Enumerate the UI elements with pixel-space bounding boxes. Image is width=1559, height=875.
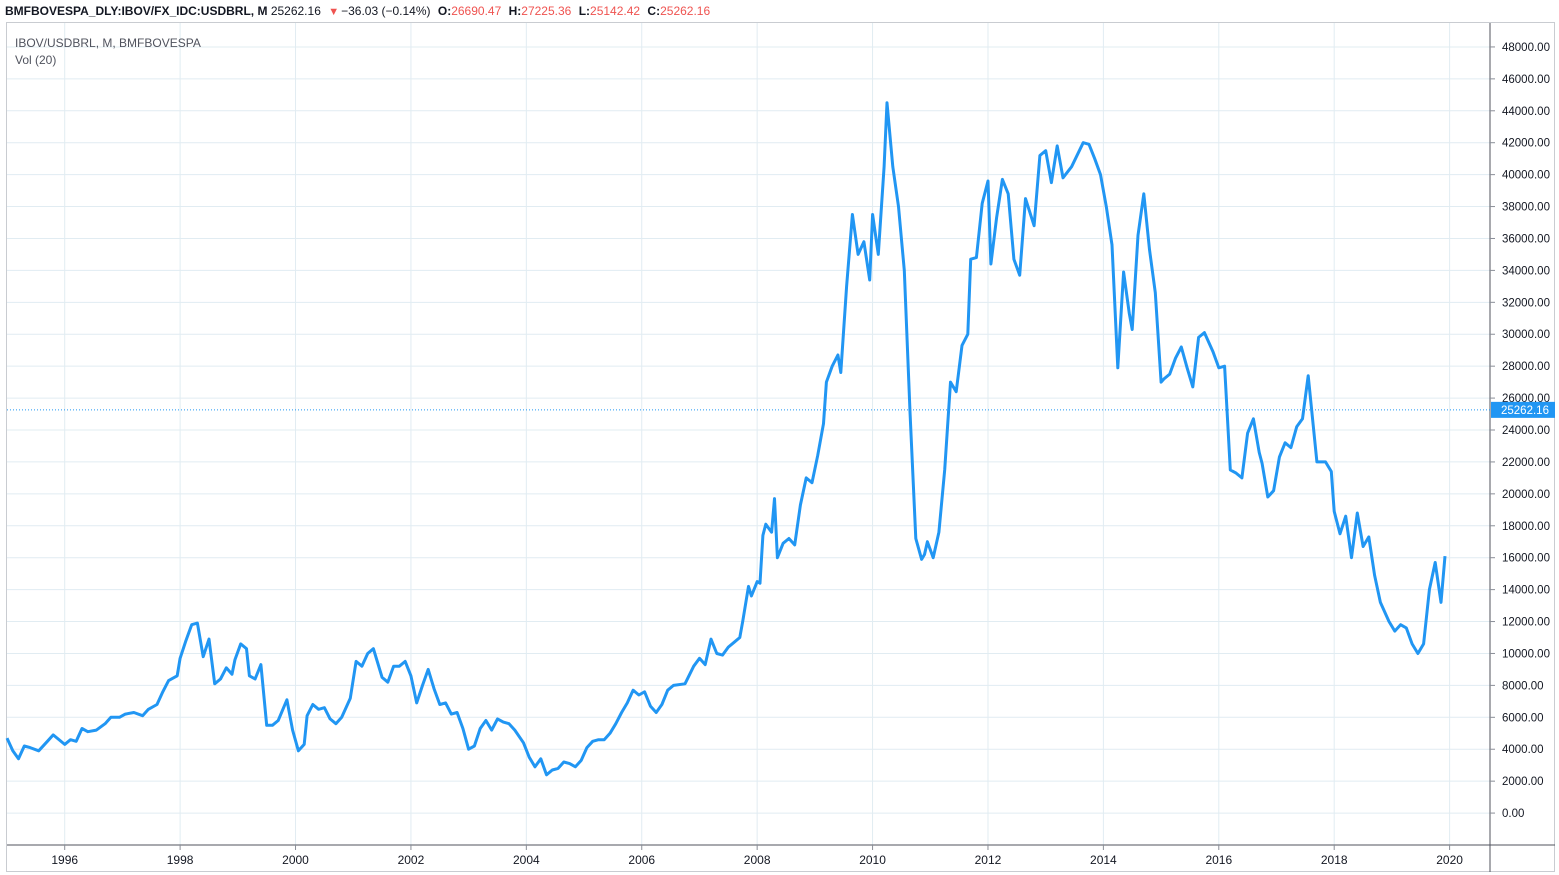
x-tick-label: 2014 [1090, 853, 1117, 867]
price-change: −36.03 (−0.14%) [341, 4, 431, 18]
y-tick-label: 38000.00 [1502, 202, 1550, 214]
y-tick-label: 18000.00 [1502, 521, 1550, 533]
y-tick-label: 44000.00 [1502, 106, 1550, 118]
series-legend-title[interactable]: IBOV/USDBRL, M, BMFBOVESPA [15, 36, 201, 50]
y-tick-label: 0.00 [1502, 808, 1524, 820]
vertical-grid [64, 23, 1451, 845]
volume-indicator-label[interactable]: Vol (20) [15, 53, 57, 67]
last-price-tag: 25262.16 [1491, 401, 1555, 418]
y-tick-label: 10000.00 [1502, 648, 1550, 660]
y-tick-label: 6000.00 [1502, 712, 1544, 724]
y-tick-label: 20000.00 [1502, 489, 1550, 501]
y-tick-label: 24000.00 [1502, 425, 1550, 437]
y-tick-label: 4000.00 [1502, 744, 1544, 756]
y-tick-label: 8000.00 [1502, 680, 1544, 692]
low-label: L: [578, 4, 591, 18]
x-tick-label: 2004 [513, 853, 540, 867]
low-value: 25142.42 [590, 4, 641, 18]
last-price: 25262.16 [270, 4, 321, 18]
y-tick-label: 40000.00 [1502, 170, 1550, 182]
high-value: 27225.36 [521, 4, 572, 18]
y-tick-label: 22000.00 [1502, 457, 1550, 469]
x-tick-label: 2010 [859, 853, 886, 867]
symbol-title[interactable]: BMFBOVESPA_DLY:IBOV/FX_IDC:USDBRL, M [5, 4, 268, 18]
y-tick-label: 28000.00 [1502, 361, 1550, 373]
time-axis: 1996 1998 2000 2002 2004 2006 2008 2010 2012 2014… [51, 845, 1463, 867]
x-tick-label: 1998 [167, 853, 194, 867]
y-tick-label: 48000.00 [1502, 42, 1550, 54]
close-label: C: [647, 4, 661, 18]
y-tick-label: 16000.00 [1502, 553, 1550, 565]
x-tick-label: 2008 [744, 853, 771, 867]
x-tick-label: 2012 [975, 853, 1002, 867]
y-tick-label: 42000.00 [1502, 138, 1550, 150]
symbol-header-bar: BMFBOVESPA_DLY:IBOV/FX_IDC:USDBRL, M 252… [0, 0, 1559, 22]
x-tick-label: 2002 [398, 853, 425, 867]
x-tick-label: 2018 [1321, 853, 1348, 867]
high-label: H: [508, 4, 522, 18]
y-tick-label: 36000.00 [1502, 233, 1550, 245]
price-axis: 0.00 2000.00 4000.00 6000.00 8000.00 10000.00… [1490, 42, 1550, 820]
chart-frame [6, 22, 1555, 872]
y-tick-label: 46000.00 [1502, 74, 1550, 86]
last-price-tag-label: 25262.16 [1501, 405, 1549, 417]
y-tick-label: 14000.00 [1502, 585, 1550, 597]
x-tick-label: 2000 [282, 853, 309, 867]
down-triangle-icon: ▼ [328, 6, 340, 18]
open-value: 26690.47 [451, 4, 502, 18]
y-tick-label: 30000.00 [1502, 329, 1550, 341]
y-tick-label: 12000.00 [1502, 617, 1550, 629]
x-tick-label: 1996 [51, 853, 78, 867]
open-label: O: [437, 4, 452, 18]
y-tick-label: 2000.00 [1502, 776, 1544, 788]
price-series-line [5, 101, 1447, 777]
horizontal-grid [7, 46, 1490, 814]
chart-legend: IBOV/USDBRL, M, BMFBOVESPA Vol (20) [15, 35, 201, 69]
close-value: 25262.16 [660, 4, 711, 18]
x-tick-label: 2016 [1205, 853, 1232, 867]
x-tick-label: 2006 [628, 853, 655, 867]
y-tick-label: 32000.00 [1502, 297, 1550, 309]
y-tick-label: 34000.00 [1502, 265, 1550, 277]
x-tick-label: 2020 [1436, 853, 1463, 867]
last-price-tag-background [1491, 401, 1555, 418]
